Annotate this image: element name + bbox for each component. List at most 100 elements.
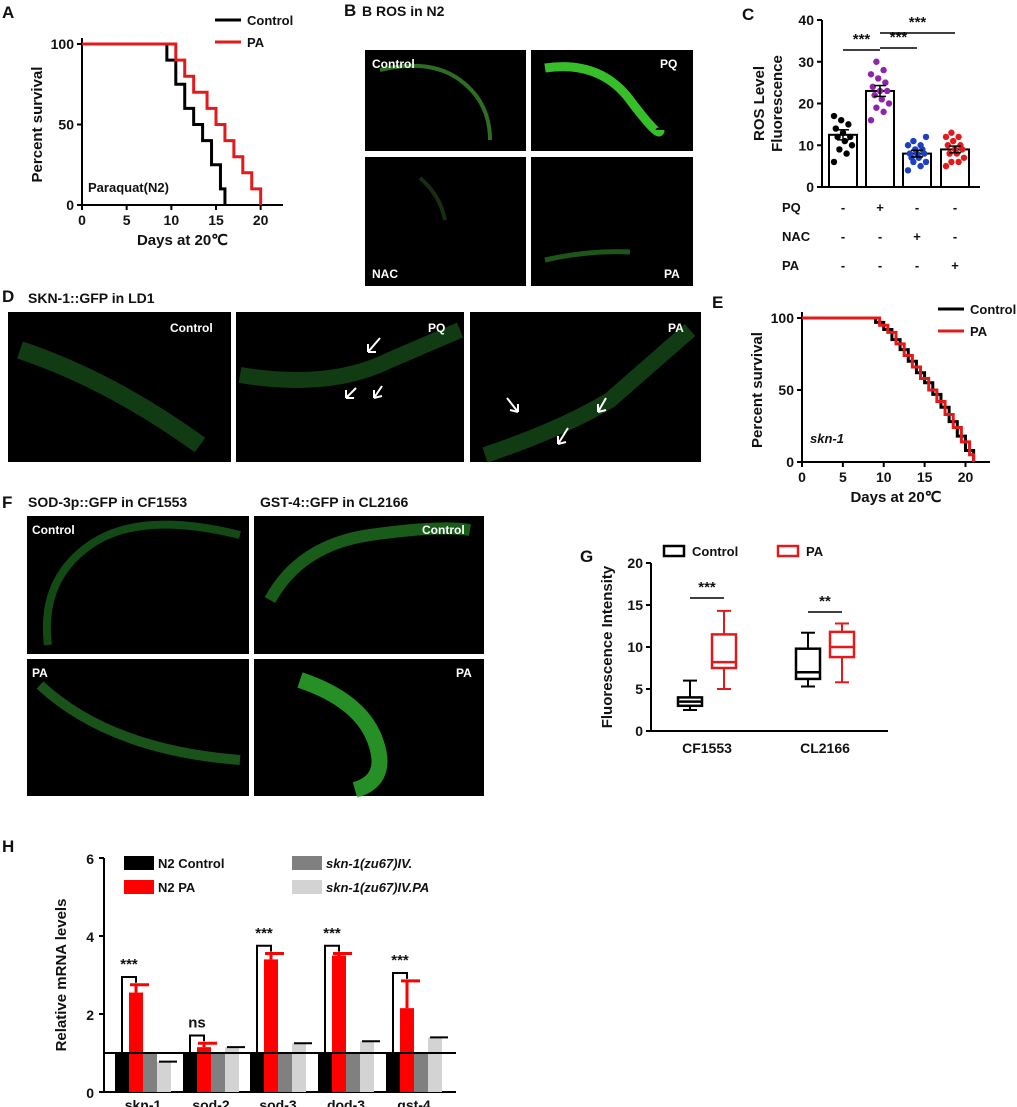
label-f-br: PA xyxy=(456,666,472,680)
panel-letter-b: B xyxy=(344,1,356,20)
chart-c-data-point xyxy=(869,83,876,91)
chart-h-bar xyxy=(115,1053,129,1092)
chart-c-data-point xyxy=(830,158,838,166)
chart-h-ytick-label: 4 xyxy=(86,929,94,945)
chart-h-ytick-label: 2 xyxy=(86,1007,94,1023)
chart-c-treatment-name: NAC xyxy=(782,229,811,244)
chart-g-ytick-label: 5 xyxy=(635,681,643,697)
chart-c-ylabel-line2: Fluorescence xyxy=(769,55,786,152)
chart-e-xtick-label: 5 xyxy=(839,469,847,485)
chart-h-sig-label: *** xyxy=(323,925,341,942)
label-d-pq: PQ xyxy=(428,321,445,335)
chart-c-treatment-sign: - xyxy=(915,200,919,215)
chart-h-sig-bracket xyxy=(392,972,408,1053)
worm-f-br xyxy=(297,672,388,798)
worm-f-tr xyxy=(264,522,471,603)
chart-a-legend-label: Control xyxy=(247,13,293,28)
chart-h-sig-label: ns xyxy=(188,1014,206,1031)
chart-e-ytick-label: 50 xyxy=(778,382,794,398)
chart-c-treatment-sign: - xyxy=(841,200,845,215)
chart-c-bar xyxy=(865,89,895,188)
chart-e-ytick-label: 0 xyxy=(786,454,794,470)
chart-g-ylabel: Fluorescence Intensity xyxy=(599,565,616,728)
micrograph-d-pa xyxy=(470,312,701,462)
label-d-pa: PA xyxy=(668,321,684,335)
chart-h-ytick-label: 0 xyxy=(86,1085,94,1101)
chart-c-data-point xyxy=(873,104,880,111)
chart-c-treatment-sign: - xyxy=(841,258,845,273)
micrograph-b-nac xyxy=(365,157,526,286)
chart-h-legend-label: skn-1(zu67)IV.PA xyxy=(326,880,429,895)
panel-b-micrographs: Control PQ NAC PA xyxy=(365,50,693,286)
chart-c-treatment-sign: - xyxy=(953,229,957,244)
chart-h-category-label: dod-3 xyxy=(327,1097,365,1107)
chart-c-data-point xyxy=(950,137,957,145)
chart-c-data-point xyxy=(882,79,889,86)
chart-c-data-point xyxy=(910,137,917,145)
worm-f-bl xyxy=(36,681,241,765)
chart-e-legend-label: PA xyxy=(970,324,988,339)
chart-c-data-point xyxy=(885,100,893,107)
chart-c-treatment-name: PA xyxy=(782,258,800,273)
chart-a-ytick-label: 100 xyxy=(51,36,75,52)
panel-letter-e: E xyxy=(712,293,723,312)
chart-h-sig-bracket xyxy=(324,944,340,1053)
chart-c-data-point xyxy=(957,142,964,149)
micrograph-f-tl xyxy=(27,516,249,654)
arrows-d xyxy=(345,337,607,445)
micrograph-b-pa xyxy=(531,157,693,286)
panel-letter-a: A xyxy=(2,3,14,22)
label-b-pa: PA xyxy=(664,267,680,281)
chart-c-data-point xyxy=(948,158,955,166)
chart-h-sig-label: *** xyxy=(391,952,409,969)
label-b-pq: PQ xyxy=(660,57,677,71)
chart-g-legend-label: Control xyxy=(692,544,738,559)
chart-h-bar xyxy=(157,1061,171,1092)
chart-h-category-label: gst-4 xyxy=(397,1097,431,1107)
chart-c-data-point xyxy=(867,71,875,78)
chart-c-ylabel-line1: ROS Level xyxy=(751,66,768,141)
worm-d-pq xyxy=(238,322,464,388)
chart-c-ytick-label: 40 xyxy=(798,12,814,28)
chart-g-sig-label: *** xyxy=(698,579,716,596)
chart-c-data-point xyxy=(944,142,951,149)
chart-h-bar xyxy=(292,1043,306,1092)
chart-a-xtick-label: 15 xyxy=(208,212,224,228)
chart-e-ylabel: Percent survival xyxy=(749,332,766,448)
worm-b-nac xyxy=(418,176,447,221)
chart-c-sig-label: *** xyxy=(853,31,871,48)
chart-a-annotation: Paraquat(N2) xyxy=(88,180,169,195)
chart-g-legend-swatch xyxy=(776,544,800,558)
chart-c-ytick-label: 0 xyxy=(806,179,814,195)
chart-h-bar xyxy=(143,1053,157,1092)
chart-c-data-point xyxy=(917,162,924,170)
chart-h-ytick-label: 6 xyxy=(86,851,94,867)
chart-h-legend-label: N2 Control xyxy=(158,856,224,871)
chart-c-data-point xyxy=(832,125,839,132)
worm-f-tl xyxy=(43,520,241,646)
chart-h-sig-label: *** xyxy=(120,956,138,973)
panel-b-title: B ROS in N2 xyxy=(362,3,445,19)
chart-h-category-label: sod-3 xyxy=(259,1097,297,1107)
chart-c-data-point xyxy=(867,117,875,124)
chart-c-treatment-sign: - xyxy=(953,200,957,215)
chart-h-bar xyxy=(428,1037,442,1092)
chart-h-legend-swatch xyxy=(124,880,154,894)
chart-c-data-point xyxy=(848,142,856,149)
chart-c-data-point xyxy=(906,150,913,157)
label-f-tr: Control xyxy=(422,523,465,537)
chart-a-series-control-line xyxy=(82,42,227,205)
chart-c-data-point xyxy=(922,133,930,141)
chart-c-data-point xyxy=(834,133,841,141)
chart-e-annotation: skn-1 xyxy=(810,431,844,446)
chart-h-bar xyxy=(250,1053,264,1092)
chart-c-sig-label: *** xyxy=(890,29,908,46)
chart-h-bar xyxy=(360,1041,374,1092)
chart-c-data-point xyxy=(955,133,962,141)
label-d-control: Control xyxy=(170,321,213,335)
chart-g-ytick-label: 0 xyxy=(635,723,643,739)
chart-c-data-point xyxy=(836,146,843,153)
panel-letter-c: C xyxy=(742,5,754,24)
